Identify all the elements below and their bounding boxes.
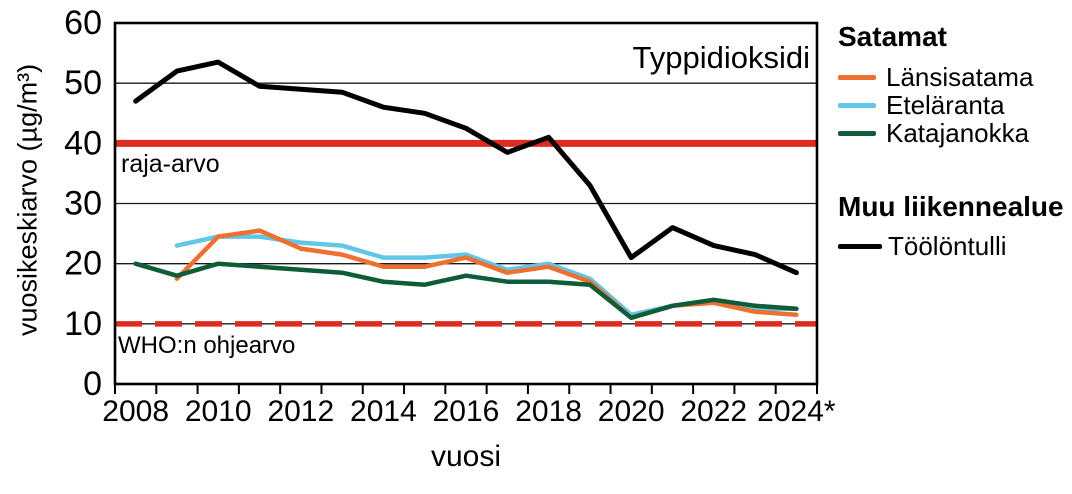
y-axis-label: vuosikeskiarvo (µg/m³): [12, 63, 43, 337]
toolontulli-line-swatch: [838, 243, 882, 249]
y-tick-label-30: 30: [64, 185, 102, 223]
legend-item-katajanokka: Katajanokka: [838, 119, 1029, 147]
y-tick-label-0: 0: [83, 365, 102, 403]
x-tick-label-2020: 2020: [598, 395, 665, 428]
y-tick-label-40: 40: [64, 124, 102, 162]
x-tick-label-2012: 2012: [267, 395, 334, 428]
legend-item-label: Töölöntulli: [888, 231, 1007, 261]
limit-line-label: raja-arvo: [121, 150, 220, 178]
legend-item-lansisatama: Länsisatama: [838, 63, 1033, 91]
x-tick-label-2010: 2010: [185, 395, 252, 428]
legend-item-label: Katajanokka: [886, 118, 1030, 148]
legend-item-toolontulli: Töölöntulli: [838, 232, 1007, 260]
legend-item-label: Eteläranta: [886, 90, 1005, 120]
legend-item-label: Länsisatama: [886, 62, 1034, 92]
x-tick-label-2008: 2008: [102, 395, 169, 428]
series-line-katajanokka: [133, 261, 799, 321]
x-axis-label: vuosi: [430, 440, 502, 473]
x-tick-label-2022: 2022: [680, 395, 747, 428]
y-tick-label-60: 60: [64, 4, 102, 42]
x-tick-label-2018: 2018: [515, 395, 582, 428]
x-tick-label-2016: 2016: [433, 395, 500, 428]
plot-border: [113, 21, 819, 386]
y-tick-label-10: 10: [64, 305, 102, 343]
y-tick-label-50: 50: [64, 64, 102, 102]
y-tick-label-20: 20: [64, 245, 102, 283]
legend-item-etelaranta: Eteläranta: [838, 91, 1005, 119]
katajanokka-line-swatch: [838, 130, 876, 136]
series-line-t-l-ntulli: [133, 59, 799, 276]
legend-group-satamat-title: Satamat: [838, 21, 947, 52]
who-line-label: WHO:n ohjearvo: [118, 332, 296, 359]
legend-group-muu-liikennealue-title: Muu liikennealue: [838, 191, 1064, 222]
etelaranta-line-swatch: [838, 102, 876, 108]
lansisatama-line-swatch: [838, 74, 876, 80]
x-tick-label-2014: 2014: [350, 395, 417, 428]
x-tick-label-2024: 2024*: [757, 395, 836, 428]
chart-title: Typpidioksidi: [632, 40, 810, 75]
